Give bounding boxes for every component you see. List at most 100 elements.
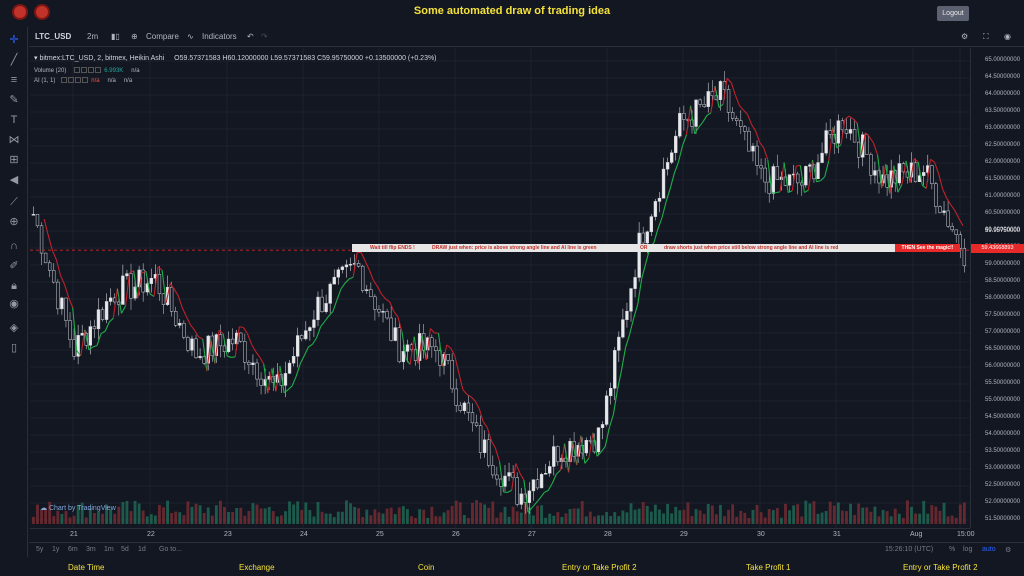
volume-value: 6.993K: [104, 68, 124, 74]
candle-body: [365, 289, 369, 291]
chart-pane[interactable]: [30, 48, 970, 528]
candle-body: [735, 118, 739, 121]
ai-line-segment: [76, 350, 82, 357]
ai-line-segment: [804, 189, 809, 194]
compare-button[interactable]: Compare: [146, 32, 179, 41]
volume-bar: [857, 503, 861, 524]
candle-body: [474, 422, 479, 426]
log-toggle[interactable]: log: [963, 546, 973, 553]
volume-settings-icon[interactable]: [81, 67, 88, 74]
volume-bar: [454, 500, 458, 524]
redo-icon[interactable]: ↷: [261, 32, 268, 41]
volume-bar: [332, 517, 336, 524]
volume-more-icon[interactable]: [95, 67, 102, 74]
prediction-icon[interactable]: ⊞: [9, 154, 19, 166]
ai-line-segment: [283, 389, 289, 394]
range-5d[interactable]: 5d: [121, 546, 129, 553]
undo-icon[interactable]: ↶: [247, 32, 254, 41]
volume-bar: [336, 511, 340, 524]
volume-visibility-icon[interactable]: [74, 67, 81, 74]
volume-bar: [438, 516, 442, 524]
range-1m[interactable]: 1m: [104, 546, 114, 553]
pattern-icon[interactable]: ⋈: [8, 134, 20, 146]
range-6m[interactable]: 6m: [68, 546, 78, 553]
layers-icon[interactable]: ◈: [9, 322, 19, 334]
trendline-icon[interactable]: ╱: [10, 54, 18, 66]
volume-bar: [873, 506, 877, 524]
candle-body: [848, 129, 853, 134]
symbol-search[interactable]: LTC_USD: [35, 32, 72, 41]
volume-bar: [296, 501, 300, 524]
ruler-icon[interactable]: ⟋: [10, 196, 18, 208]
volume-close-icon[interactable]: [88, 67, 95, 74]
magnet-icon[interactable]: ∩: [10, 240, 18, 252]
ai-line-segment: [535, 497, 541, 504]
fullscreen-icon[interactable]: ⛶: [983, 32, 989, 41]
ai-visibility-icon[interactable]: [61, 77, 68, 84]
compare-icon[interactable]: ⊕: [131, 32, 138, 41]
volume-bar: [206, 507, 210, 524]
price-chart[interactable]: [30, 48, 970, 528]
ai-line-segment: [511, 463, 517, 491]
candle-body: [478, 425, 483, 453]
candle-body: [178, 322, 182, 326]
range-5y[interactable]: 5y: [36, 546, 44, 553]
lock-icon[interactable]: 🔒︎: [11, 280, 17, 292]
goto-button[interactable]: Go to...: [159, 546, 182, 553]
volume-bar: [584, 516, 588, 524]
range-1d[interactable]: 1d: [138, 546, 146, 553]
interval-select[interactable]: 2m: [87, 32, 99, 41]
ai-close-icon[interactable]: [75, 77, 82, 84]
candle-body: [348, 263, 353, 266]
candle-body: [96, 309, 101, 330]
crosshair-icon[interactable]: ✛: [9, 34, 19, 46]
trash-icon[interactable]: ▯: [10, 342, 18, 354]
candle-body: [190, 338, 194, 351]
ai-more-icon[interactable]: [82, 77, 89, 84]
candle-body: [763, 167, 767, 183]
chart-settings-gear-icon[interactable]: ⚙: [1005, 547, 1012, 554]
volume-bar: [910, 506, 913, 524]
volume-legend: Volume (20) 6.993K n/a: [34, 67, 140, 74]
clock-time[interactable]: 15:26:10 (UTC): [885, 546, 934, 553]
ai-line-segment: [308, 343, 313, 348]
brush-icon[interactable]: ✎: [9, 94, 19, 106]
indicators-icon[interactable]: ∿: [187, 32, 194, 41]
eye-icon[interactable]: ◉: [9, 298, 19, 310]
legend-collapse-icon[interactable]: ▾: [34, 55, 40, 62]
volume-bar: [52, 516, 56, 524]
candle-body: [694, 99, 698, 127]
zoom-in-icon[interactable]: ⊕: [9, 216, 19, 228]
candle-body: [718, 81, 723, 100]
ai-line-segment: [116, 288, 122, 314]
price-axis[interactable]: 65.00000000 64.50000000 64.00000000 63.5000…: [970, 48, 1024, 528]
percent-toggle[interactable]: %: [949, 546, 956, 553]
range-3m[interactable]: 3m: [86, 546, 96, 553]
volume-bar: [219, 500, 222, 524]
date-axis[interactable]: 21 22 23 24 25 26 27 28 29 30 31 Aug 15:00: [30, 528, 975, 540]
volume-bar: [284, 511, 287, 524]
camera-icon[interactable]: ◉: [1004, 32, 1011, 41]
indicators-button[interactable]: Indicators: [202, 32, 237, 41]
ai-line-segment: [856, 122, 862, 155]
logout-button[interactable]: Logout: [937, 6, 969, 21]
ai-settings-icon[interactable]: [68, 77, 75, 84]
candle-body: [796, 173, 800, 184]
candle-body: [873, 170, 877, 176]
volume-bar: [828, 501, 832, 524]
fib-icon[interactable]: ≡: [10, 74, 18, 86]
range-1y[interactable]: 1y: [52, 546, 60, 553]
candle-body: [243, 341, 247, 363]
volume-bar: [190, 506, 194, 524]
lock-draw-icon[interactable]: ✐: [9, 260, 19, 272]
candle-body: [129, 273, 133, 299]
ai-line-segment: [129, 270, 134, 274]
text-icon[interactable]: T: [10, 114, 18, 126]
volume-bar: [877, 516, 881, 524]
settings-gear-icon[interactable]: ⚙: [961, 32, 969, 41]
auto-toggle[interactable]: auto: [982, 546, 996, 553]
ai-line-segment: [96, 333, 102, 346]
back-arrow-icon[interactable]: ◀: [9, 174, 19, 186]
chart-style-icon[interactable]: ▮▯: [111, 32, 120, 41]
ai-line-segment: [710, 85, 716, 113]
